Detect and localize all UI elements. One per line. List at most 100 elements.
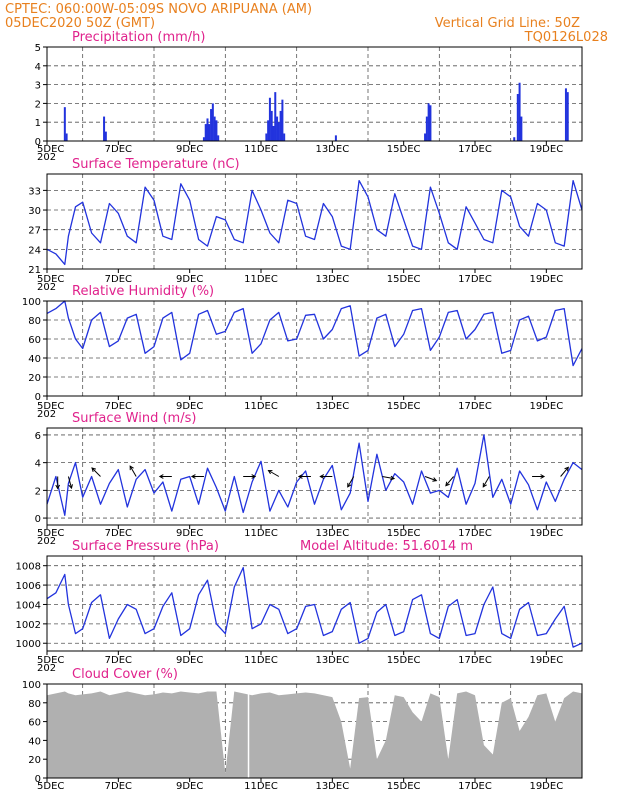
- wind-xtick-label: 9DEC: [176, 528, 203, 539]
- pressure-ytick-label: 1004: [16, 600, 41, 611]
- rh-xtick-label: 19DEC: [529, 401, 563, 412]
- wind-wind-arrowhead: [564, 466, 569, 472]
- wind-wind-arrow: [268, 470, 280, 477]
- precip-bar: [202, 137, 205, 141]
- temp-ytick-label: 24: [28, 245, 41, 256]
- rh-ytick-label: 100: [22, 297, 41, 308]
- precip-bar: [65, 133, 68, 141]
- precip-bar: [279, 110, 282, 141]
- pressure-xtick-label: 9DEC: [176, 655, 203, 666]
- rh-ytick-label: 60: [28, 335, 41, 346]
- rh-series-line: [46, 300, 583, 367]
- wind-wind-arrowhead: [432, 477, 438, 482]
- wind-year-fragment: 202: [37, 536, 56, 547]
- precip-xtick-label: 13DEC: [315, 144, 349, 155]
- precip-bar: [283, 133, 286, 141]
- precip-bar: [516, 94, 519, 141]
- temp-xtick-label: 17DEC: [458, 274, 492, 285]
- wind-xtick-label: 7DEC: [105, 528, 132, 539]
- wind-wind-arrow: [560, 466, 569, 477]
- cloud-xtick-label: 17DEC: [458, 781, 492, 792]
- precip-xtick-label: 19DEC: [529, 144, 563, 155]
- wind-ytick-label: 0: [35, 514, 41, 525]
- precip-bar: [564, 88, 567, 141]
- temp-ytick-label: 33: [28, 186, 41, 197]
- wind-wind-arrowhead: [445, 481, 450, 487]
- temp-xtick-label: 15DEC: [387, 274, 421, 285]
- precip-xtick-label: 9DEC: [176, 144, 203, 155]
- precip-ytick-label: 1: [35, 118, 41, 129]
- rh-ytick-label: 40: [28, 354, 41, 365]
- precip-bar: [277, 122, 280, 141]
- cloud-xtick-label: 7DEC: [105, 781, 132, 792]
- rh-frame: [46, 300, 583, 397]
- temp-frame: [46, 173, 583, 270]
- precip-bar: [215, 120, 218, 141]
- precip-xtick-label: 17DEC: [458, 144, 492, 155]
- rh-xtick-label: 5DEC: [37, 401, 64, 412]
- precip-bar: [276, 116, 279, 141]
- rh-xtick-label: 11DEC: [244, 401, 278, 412]
- pressure-xtick-label: 15DEC: [387, 655, 421, 666]
- precip-bar: [429, 105, 432, 141]
- precip-bar: [206, 118, 209, 141]
- temp-xtick-label: 7DEC: [105, 274, 132, 285]
- precip-bar: [270, 110, 273, 141]
- pressure-annotation: Model Altitude: 51.6014 m: [300, 539, 473, 554]
- precip-xtick-label: 7DEC: [105, 144, 132, 155]
- precip-ytick-label: 4: [35, 62, 41, 73]
- wind-xtick-label: 5DEC: [37, 528, 64, 539]
- precip-bar: [211, 103, 214, 141]
- cloud-ytick-label: 80: [28, 699, 41, 710]
- wind-xtick-label: 15DEC: [387, 528, 421, 539]
- cloud-ytick-label: 40: [28, 736, 41, 747]
- cloud-ytick-label: 20: [28, 755, 41, 766]
- precip-bar: [210, 109, 213, 141]
- wind-wind-arrow: [382, 476, 395, 480]
- temp-xtick-label: 19DEC: [529, 274, 563, 285]
- precip-bar: [268, 97, 271, 141]
- pressure-ytick-label: 1002: [16, 620, 41, 631]
- temp-ytick-label: 30: [28, 206, 41, 217]
- temp-title: Surface Temperature (nC): [72, 157, 240, 172]
- precip-ytick-label: 0: [35, 137, 41, 148]
- wind-xtick-label: 11DEC: [244, 528, 278, 539]
- temp-ytick-label: 27: [28, 226, 41, 237]
- pressure-xtick-label: 17DEC: [458, 655, 492, 666]
- wind-ytick-label: 4: [35, 459, 41, 470]
- wind-wind-arrow: [482, 476, 490, 488]
- temp-ytick-label: 21: [28, 265, 41, 276]
- pressure-year-fragment: 202: [37, 663, 56, 674]
- pressure-series-line: [46, 566, 583, 648]
- precip-bar: [265, 133, 268, 141]
- wind-wind-arrowhead: [251, 474, 257, 479]
- rh-ytick-label: 0: [35, 392, 41, 403]
- wind-xtick-label: 19DEC: [529, 528, 563, 539]
- pressure-title: Surface Pressure (hPa): [72, 539, 219, 554]
- pressure-ytick-label: 1008: [16, 562, 41, 573]
- cloud-xtick-label: 19DEC: [529, 781, 563, 792]
- wind-wind-arrow: [67, 476, 72, 489]
- wind-title: Surface Wind (m/s): [72, 411, 196, 426]
- precip-bar: [425, 116, 428, 141]
- wind-series-line: [46, 434, 583, 516]
- temp-series-line: [46, 179, 583, 266]
- cloud-ytick-label: 60: [28, 718, 41, 729]
- wind-wind-arrowhead: [129, 465, 134, 471]
- cloud-xtick-label: 5DEC: [37, 781, 64, 792]
- wind-wind-arrow: [91, 467, 101, 477]
- precip-bar: [424, 133, 427, 141]
- header-grid-note: Vertical Grid Line: 50Z: [435, 16, 580, 31]
- rh-xtick-label: 15DEC: [387, 401, 421, 412]
- rh-xtick-label: 7DEC: [105, 401, 132, 412]
- wind-wind-arrow: [445, 476, 454, 487]
- header-code: TQ0126L028: [524, 30, 608, 45]
- wind-wind-arrowhead: [158, 474, 164, 479]
- precip-year-fragment: 202: [37, 152, 56, 163]
- pressure-xtick-label: 19DEC: [529, 655, 563, 666]
- temp-xtick-label: 11DEC: [244, 274, 278, 285]
- precip-xtick-label: 5DEC: [37, 144, 64, 155]
- precip-bar: [213, 116, 216, 141]
- precip-xtick-label: 15DEC: [387, 144, 421, 155]
